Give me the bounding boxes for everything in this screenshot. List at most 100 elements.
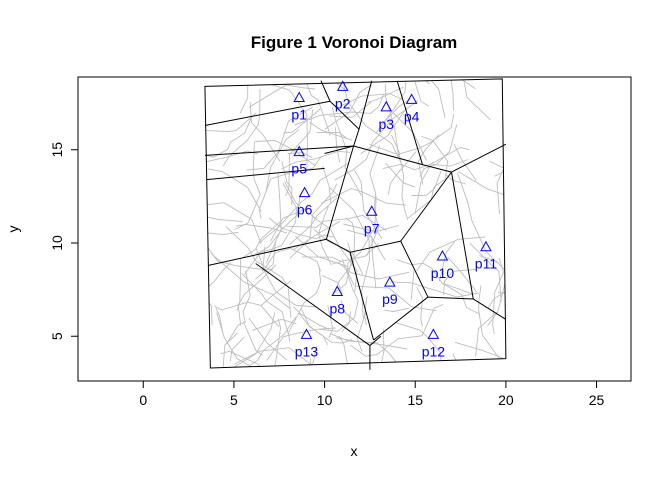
street-line bbox=[366, 145, 381, 256]
street-line bbox=[442, 283, 481, 315]
voronoi-edge bbox=[400, 171, 452, 242]
street-line bbox=[335, 127, 341, 163]
street-line bbox=[271, 84, 308, 173]
street-line bbox=[243, 323, 263, 356]
street-line bbox=[248, 84, 315, 108]
y-tick-label: 15 bbox=[49, 142, 65, 158]
voronoi-edge bbox=[400, 240, 429, 298]
street-line bbox=[204, 112, 257, 133]
street-line bbox=[421, 304, 444, 336]
street-line bbox=[236, 224, 288, 234]
street-line bbox=[285, 109, 314, 197]
voronoi-edge bbox=[422, 164, 452, 173]
voronoi-edge bbox=[325, 145, 355, 240]
street-line bbox=[242, 270, 251, 323]
point-label: p11 bbox=[475, 256, 498, 272]
street-line bbox=[382, 98, 411, 125]
point-label: p2 bbox=[335, 95, 351, 111]
street-line bbox=[354, 169, 383, 239]
street-line bbox=[319, 258, 359, 332]
point-label: p4 bbox=[404, 108, 420, 124]
voronoi-edge bbox=[326, 238, 351, 253]
street-line bbox=[252, 318, 282, 368]
street-line bbox=[239, 78, 260, 114]
street-line bbox=[384, 307, 410, 312]
street-line bbox=[222, 89, 261, 167]
street-line bbox=[355, 285, 437, 312]
street-line bbox=[214, 301, 280, 328]
voronoi-edge bbox=[204, 145, 354, 156]
street-line bbox=[226, 321, 246, 345]
street-line bbox=[339, 336, 355, 368]
street-line bbox=[454, 341, 506, 368]
voronoi-edge bbox=[208, 238, 327, 266]
chart-title: Figure 1 Voronoi Diagram bbox=[251, 33, 458, 52]
point-marker bbox=[427, 328, 440, 339]
point-marker bbox=[480, 240, 492, 252]
voronoi-edge bbox=[472, 298, 507, 320]
street-line bbox=[332, 217, 356, 297]
street-line bbox=[396, 259, 474, 295]
street-line bbox=[382, 147, 470, 171]
voronoi-edge bbox=[369, 335, 382, 346]
street-line bbox=[258, 163, 348, 244]
point-label: p9 bbox=[382, 291, 398, 307]
voronoi-edge bbox=[373, 296, 429, 341]
street-line bbox=[350, 335, 423, 357]
street-line bbox=[300, 307, 329, 345]
street-line bbox=[249, 101, 281, 162]
street-line bbox=[215, 308, 224, 333]
street-line bbox=[478, 285, 500, 359]
street-line bbox=[496, 168, 505, 214]
street-line bbox=[385, 163, 415, 188]
voronoi-edge bbox=[255, 263, 371, 346]
street-line bbox=[255, 241, 277, 280]
street-line bbox=[416, 286, 423, 327]
street-line bbox=[458, 171, 506, 196]
street-line bbox=[327, 305, 334, 338]
street-line bbox=[204, 261, 232, 315]
street-line bbox=[457, 173, 498, 264]
street-line bbox=[302, 256, 342, 262]
voronoi-edge bbox=[358, 80, 373, 130]
street-line bbox=[419, 124, 458, 178]
street-line bbox=[387, 151, 417, 195]
street-line bbox=[318, 205, 332, 266]
street-line bbox=[414, 161, 434, 214]
street-line bbox=[447, 256, 478, 293]
street-network bbox=[204, 78, 506, 368]
site-points: p1 p2 p3 p4 p5 p6 p7 p8 p9 p10 p11 p12 p13 bbox=[291, 80, 498, 359]
street-line bbox=[452, 353, 497, 368]
point-marker bbox=[293, 145, 306, 157]
street-line bbox=[241, 221, 281, 259]
street-line bbox=[343, 223, 400, 233]
x-axis-label: x bbox=[351, 443, 358, 459]
street-line bbox=[324, 84, 372, 130]
street-line bbox=[281, 150, 351, 170]
y-tick-label: 10 bbox=[49, 235, 65, 251]
street-line bbox=[255, 140, 316, 167]
voronoi-boundary bbox=[204, 78, 507, 369]
street-line bbox=[494, 131, 506, 177]
street-line bbox=[331, 106, 362, 196]
street-line bbox=[335, 337, 408, 350]
street-line bbox=[261, 280, 291, 306]
street-line bbox=[443, 269, 476, 296]
street-line bbox=[364, 229, 377, 289]
street-line bbox=[487, 278, 506, 327]
street-line bbox=[448, 78, 454, 111]
street-line bbox=[204, 231, 239, 237]
street-line bbox=[249, 316, 297, 366]
voronoi-edge bbox=[451, 143, 507, 173]
street-line bbox=[432, 159, 469, 167]
voronoi-edge bbox=[451, 172, 474, 300]
y-axis: 5 10 15 bbox=[49, 142, 79, 340]
point-marker bbox=[298, 186, 311, 198]
y-axis-label: y bbox=[5, 226, 21, 233]
street-line bbox=[283, 108, 321, 134]
x-tick-label: 0 bbox=[139, 392, 147, 408]
street-line bbox=[277, 345, 317, 368]
street-line bbox=[208, 168, 262, 212]
voronoi-edge bbox=[353, 129, 360, 147]
street-line bbox=[384, 84, 400, 159]
